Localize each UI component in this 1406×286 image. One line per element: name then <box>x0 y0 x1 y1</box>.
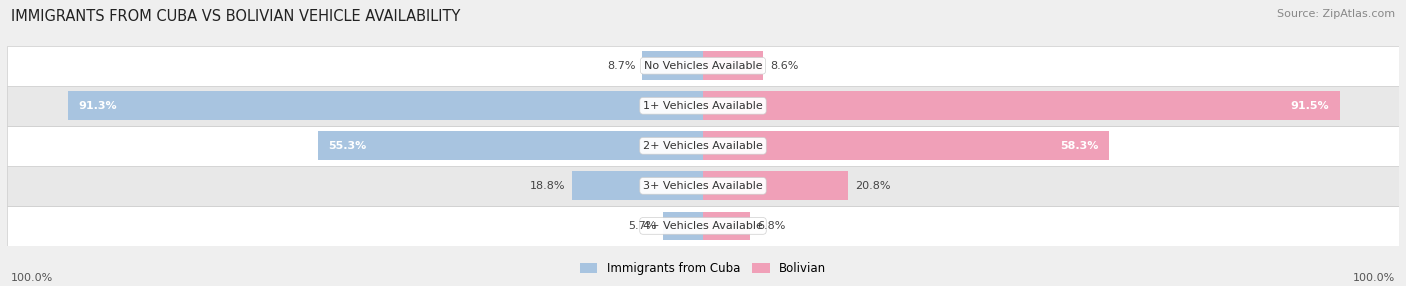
Text: 91.3%: 91.3% <box>77 101 117 111</box>
Bar <box>664 212 703 240</box>
Text: 8.7%: 8.7% <box>607 61 636 71</box>
Bar <box>7 126 1399 166</box>
Text: 5.7%: 5.7% <box>628 221 657 231</box>
Text: 8.6%: 8.6% <box>770 61 799 71</box>
Text: 18.8%: 18.8% <box>530 181 565 191</box>
Bar <box>7 86 1399 126</box>
Text: IMMIGRANTS FROM CUBA VS BOLIVIAN VEHICLE AVAILABILITY: IMMIGRANTS FROM CUBA VS BOLIVIAN VEHICLE… <box>11 9 461 23</box>
Text: 3+ Vehicles Available: 3+ Vehicles Available <box>643 181 763 191</box>
Text: 55.3%: 55.3% <box>329 141 367 151</box>
Text: 4+ Vehicles Available: 4+ Vehicles Available <box>643 221 763 231</box>
Text: 6.8%: 6.8% <box>758 221 786 231</box>
Bar <box>703 92 1340 120</box>
Text: 20.8%: 20.8% <box>855 181 890 191</box>
Legend: Immigrants from Cuba, Bolivian: Immigrants from Cuba, Bolivian <box>575 258 831 280</box>
Bar <box>703 212 751 240</box>
Bar <box>7 206 1399 246</box>
Text: 1+ Vehicles Available: 1+ Vehicles Available <box>643 101 763 111</box>
Bar <box>703 51 763 80</box>
Bar <box>7 166 1399 206</box>
Text: No Vehicles Available: No Vehicles Available <box>644 61 762 71</box>
Bar <box>703 132 1109 160</box>
Bar <box>572 172 703 200</box>
Text: 58.3%: 58.3% <box>1060 141 1098 151</box>
Bar <box>703 172 848 200</box>
Bar <box>7 46 1399 86</box>
Bar <box>318 132 703 160</box>
Text: 100.0%: 100.0% <box>11 273 53 283</box>
Text: 2+ Vehicles Available: 2+ Vehicles Available <box>643 141 763 151</box>
Bar <box>67 92 703 120</box>
Text: 100.0%: 100.0% <box>1353 273 1395 283</box>
Bar <box>643 51 703 80</box>
Text: Source: ZipAtlas.com: Source: ZipAtlas.com <box>1277 9 1395 19</box>
Text: 91.5%: 91.5% <box>1291 101 1330 111</box>
